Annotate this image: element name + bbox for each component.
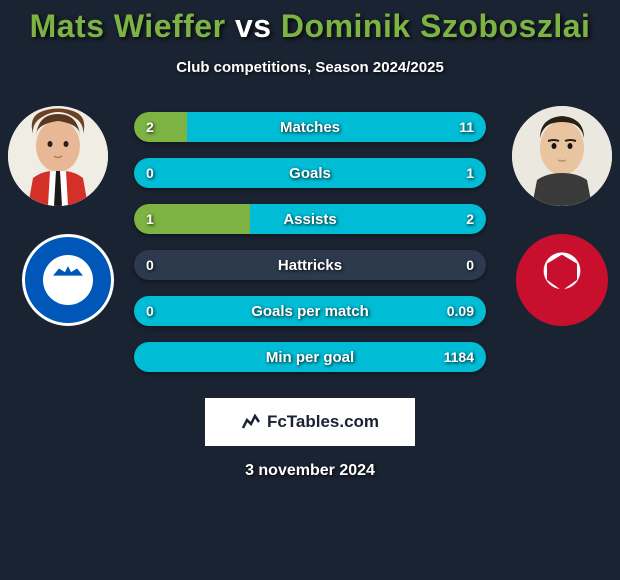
stat-label: Matches [134, 112, 486, 142]
player2-avatar [512, 106, 612, 206]
stat-bar: 2Matches11 [134, 112, 486, 142]
stat-value-right: 2 [454, 204, 486, 234]
stat-value-right: 0 [454, 250, 486, 280]
stat-value-right: 1184 [432, 342, 486, 372]
subtitle: Club competitions, Season 2024/2025 [0, 59, 620, 76]
stat-value-right: 0.09 [435, 296, 486, 326]
player1-avatar [8, 106, 108, 206]
player1-avatar-svg [8, 106, 108, 206]
comparison-title: Mats Wieffer vs Dominik Szoboszlai [0, 8, 620, 45]
player2-avatar-svg [512, 106, 612, 206]
player2-club-crest [516, 234, 608, 326]
title-vs: vs [235, 8, 272, 44]
stat-bar: 1Assists2 [134, 204, 486, 234]
infographic-root: Mats Wieffer vs Dominik Szoboszlai Club … [0, 0, 620, 480]
stat-bar: Min per goal1184 [134, 342, 486, 372]
title-player2: Dominik Szoboszlai [281, 8, 590, 44]
stat-label: Goals per match [134, 296, 486, 326]
stat-value-right: 1 [454, 158, 486, 188]
infographic-date: 3 november 2024 [0, 462, 620, 480]
stat-bars: 2Matches110Goals11Assists20Hattricks00Go… [134, 112, 486, 388]
stat-label: Goals [134, 158, 486, 188]
stat-bar: 0Goals per match0.09 [134, 296, 486, 326]
stat-label: Assists [134, 204, 486, 234]
comparison-body: 2Matches110Goals11Assists20Hattricks00Go… [0, 106, 620, 386]
brand-name: FcTables.com [267, 412, 379, 432]
player1-club-crest [22, 234, 114, 326]
stat-value-right: 11 [447, 112, 486, 142]
stat-bar: 0Hattricks0 [134, 250, 486, 280]
title-player1: Mats Wieffer [30, 8, 226, 44]
brand-logo-icon [241, 410, 261, 435]
brand-badge: FcTables.com [205, 398, 415, 446]
stat-bar: 0Goals1 [134, 158, 486, 188]
stat-label: Hattricks [134, 250, 486, 280]
